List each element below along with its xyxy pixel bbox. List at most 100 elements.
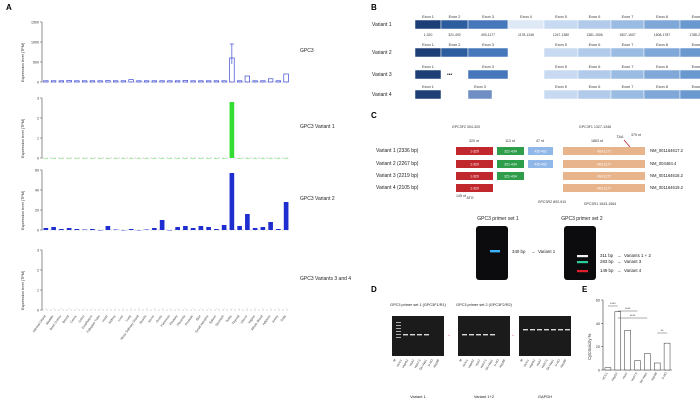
a-box bbox=[214, 81, 219, 82]
b-exon bbox=[578, 90, 611, 99]
b-exon-label: Exon 3 bbox=[482, 65, 494, 69]
c-row-label: Variant 4 (2105 bp) bbox=[376, 185, 419, 191]
a-box bbox=[253, 81, 258, 82]
a-box bbox=[183, 80, 188, 82]
e-bar bbox=[664, 343, 670, 370]
a-box bbox=[175, 81, 180, 82]
c-seg-label: 1-320 bbox=[470, 150, 479, 154]
c-seg-label: 435-492 bbox=[534, 150, 547, 154]
d-ladder-band bbox=[396, 328, 401, 329]
a-tick-label: 1000 bbox=[31, 41, 39, 45]
a-box bbox=[276, 81, 281, 82]
a-box bbox=[222, 81, 227, 82]
b-exon bbox=[578, 20, 611, 29]
b-exon bbox=[644, 90, 680, 99]
a-box bbox=[121, 81, 126, 82]
d-band bbox=[530, 329, 535, 330]
a-box bbox=[82, 81, 87, 82]
b-range: 321-492 bbox=[448, 33, 461, 37]
e-sig-label: **** bbox=[625, 307, 631, 311]
a-bar bbox=[129, 229, 134, 230]
e-bar bbox=[644, 354, 650, 370]
c-bottom-label: GPC3R2 892-910 bbox=[538, 200, 567, 204]
b-exon-label: Exon 5 bbox=[555, 65, 567, 69]
d-band bbox=[490, 334, 495, 335]
a-box bbox=[98, 81, 103, 82]
a-tick-label: 0 bbox=[37, 81, 39, 85]
b-exon-label: Exon 8 bbox=[656, 43, 668, 47]
a-box bbox=[144, 81, 149, 82]
a-zero-mark: - bbox=[115, 305, 117, 310]
b-exon bbox=[680, 90, 700, 99]
b-exon-label: Exon 8 bbox=[656, 15, 668, 19]
d-ladder-band bbox=[396, 325, 401, 326]
a-tick-label: 0 bbox=[37, 157, 39, 161]
a-tissue-label: Adipose bbox=[262, 314, 272, 326]
c-top-label: 47 nt bbox=[536, 139, 544, 143]
e-tick-label: 40 bbox=[596, 322, 600, 326]
d-gel bbox=[519, 316, 571, 356]
d-caption: GAPDH bbox=[538, 394, 552, 399]
e-ylabel: Cytotoxicity % bbox=[587, 333, 592, 360]
a-tick-label: 3 bbox=[37, 249, 39, 253]
d-gel-title: GPC3 primer set 1 (GPC3F1/R1) bbox=[390, 303, 446, 307]
d-band bbox=[424, 334, 429, 335]
c-seg-label: 435-492 bbox=[534, 163, 547, 167]
b-range: 1608-1787 bbox=[654, 33, 670, 37]
a-bar bbox=[199, 226, 204, 230]
a-zero-mark: - bbox=[99, 305, 101, 310]
e-category: HepG2 bbox=[610, 371, 618, 382]
a-zero-mark: - bbox=[154, 305, 156, 310]
b-exon bbox=[415, 70, 441, 79]
e-sig-label: ** bbox=[661, 329, 664, 333]
a-box bbox=[152, 81, 157, 82]
a-zero-mark: - bbox=[45, 305, 47, 310]
d-arrow-2: ← bbox=[511, 332, 516, 338]
b-variant-label: Variant 3 bbox=[372, 72, 392, 78]
a-tick-label: 2 bbox=[37, 117, 39, 121]
b-variant-label: Variant 4 bbox=[372, 92, 392, 98]
b-exon-label: Exon 6 bbox=[589, 85, 601, 89]
e-bar bbox=[635, 361, 641, 370]
a-box bbox=[268, 79, 273, 82]
b-exon bbox=[680, 20, 700, 29]
c-gel1-size: 340 bp bbox=[512, 249, 526, 254]
e-tick-label: 60 bbox=[596, 299, 600, 303]
d-band bbox=[565, 329, 570, 330]
c-gel1-band bbox=[490, 250, 500, 252]
d-band bbox=[462, 334, 467, 335]
a-box bbox=[90, 81, 95, 82]
b-exon-label: Exon 7 bbox=[622, 15, 634, 19]
d-caption: Variant 1 bbox=[410, 394, 426, 399]
panel-letter-c: C bbox=[371, 111, 377, 120]
b-exon bbox=[644, 48, 680, 57]
c-gel2-size: 149 bp bbox=[600, 268, 614, 273]
a-box bbox=[137, 81, 142, 82]
a-bar bbox=[214, 229, 219, 230]
c-gel2-size: 311 bp bbox=[600, 253, 614, 258]
b-range: 1247-1380 bbox=[553, 33, 569, 37]
c-gel1 bbox=[476, 226, 508, 280]
a-zero-mark: - bbox=[68, 305, 70, 310]
a-box bbox=[199, 81, 204, 82]
a-ylabel: Expression level (TPM) bbox=[21, 190, 25, 230]
d-lane-label: Hep3B bbox=[498, 359, 506, 369]
a-bar bbox=[230, 173, 235, 230]
c-gel2-band bbox=[577, 261, 588, 263]
a-tick-label: 60 bbox=[35, 169, 39, 173]
b-exon-label: Exon 7 bbox=[622, 43, 634, 47]
b-exon bbox=[611, 48, 644, 57]
panel-d: GPC3 primer set 1 (GPC3F1/R1)Variant 1MH… bbox=[390, 303, 571, 399]
c-top-label: GPC3F2 304-320 bbox=[452, 125, 480, 129]
b-exon-label: Exon 1 bbox=[422, 85, 434, 89]
a-tick-label: 1 bbox=[37, 289, 39, 293]
a-box bbox=[59, 81, 64, 82]
c-seg-label: 493-1177 bbox=[597, 150, 611, 154]
e-sig-label: **** bbox=[630, 314, 636, 318]
c-top-label: 320 nt bbox=[469, 139, 479, 143]
c-gel2-label: Variant 4 bbox=[624, 268, 642, 273]
a-zero-mark: - bbox=[247, 305, 249, 310]
a-box bbox=[51, 81, 56, 82]
c-seg-label: 1-320 bbox=[470, 163, 479, 167]
a-bar bbox=[206, 227, 211, 230]
